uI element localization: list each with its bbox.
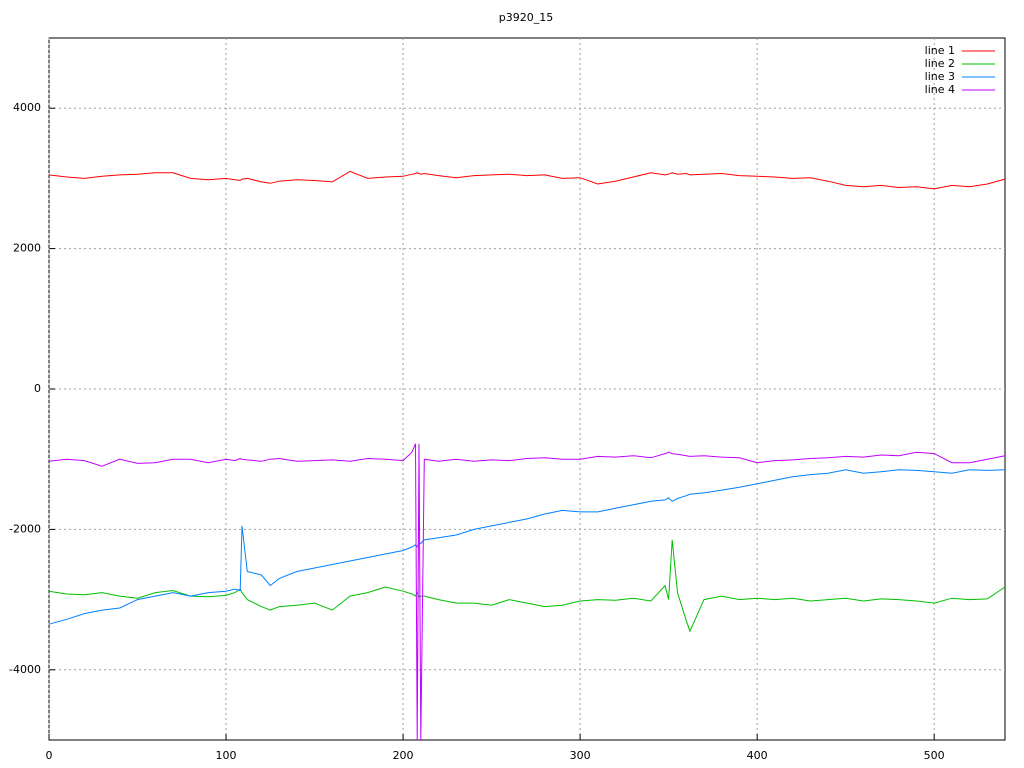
series-line [48, 539, 1006, 633]
x-tick-label: 400 [747, 749, 768, 762]
y-tick-label: 2000 [13, 242, 41, 255]
x-tick-label: 100 [216, 749, 237, 762]
y-tick-label: -4000 [9, 663, 41, 676]
legend-label: line 2 [925, 57, 955, 70]
x-tick-label: 200 [393, 749, 414, 762]
y-tick-label: -2000 [9, 522, 41, 535]
legend-label: line 1 [925, 44, 955, 57]
chart-title: p3920_15 [499, 11, 553, 24]
series-line [48, 170, 1006, 190]
x-tick-label: 500 [924, 749, 945, 762]
y-tick-label: 0 [34, 382, 41, 395]
x-tick-label: 0 [46, 749, 53, 762]
series-line [48, 469, 1006, 625]
y-tick-label: 4000 [13, 101, 41, 114]
legend-label: line 3 [925, 70, 955, 83]
legend-label: line 4 [925, 83, 955, 96]
x-tick-label: 300 [570, 749, 591, 762]
series-line [48, 443, 1006, 741]
plot-frame [48, 37, 1006, 741]
